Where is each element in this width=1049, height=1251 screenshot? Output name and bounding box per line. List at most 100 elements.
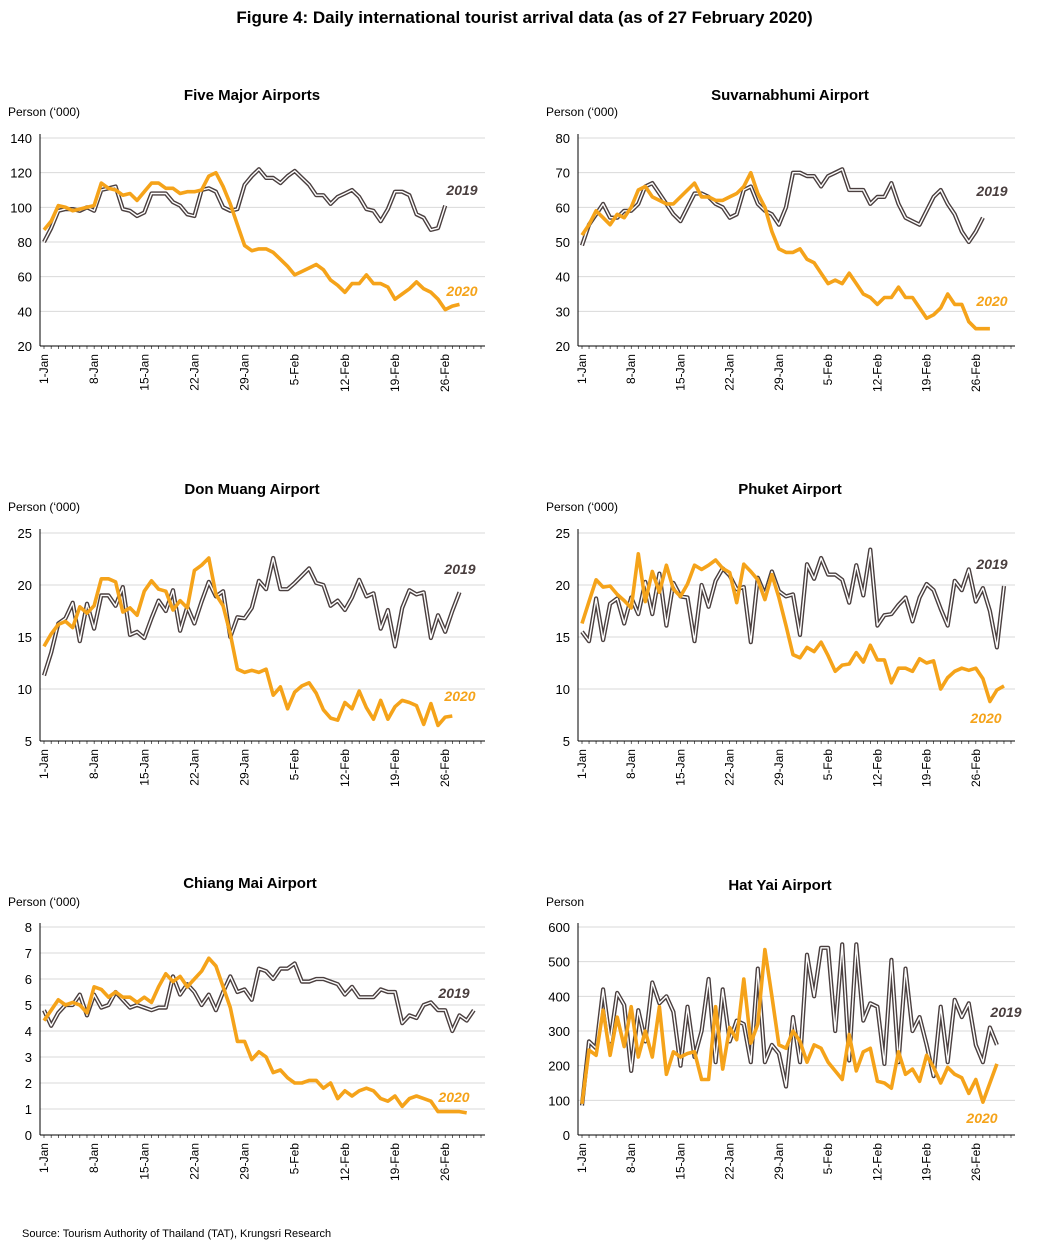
x-tick-label: 19-Feb [920,354,934,392]
series-label-2020: 2020 [975,293,1007,309]
x-tick-label: 29-Jan [238,354,252,391]
x-tick-label: 5-Feb [288,354,302,386]
x-tick-label: 22-Jan [723,749,737,786]
x-tick-label: 19-Feb [920,1143,934,1181]
series-2019-line [41,555,462,677]
x-tick-label: 1-Jan [37,1143,51,1173]
y-tick-label: 80 [18,235,32,250]
series-label-2019: 2019 [975,556,1007,572]
x-tick-label: 19-Feb [920,749,934,787]
series-2020-line [580,170,990,331]
x-tick-label: 1-Jan [575,1143,589,1173]
x-tick-label: 29-Jan [238,1143,252,1180]
y-tick-label: 2 [25,1076,32,1091]
x-tick-label: 8-Jan [624,749,638,779]
series-2019-line-core [43,168,446,243]
y-tick-label: 40 [556,270,570,285]
x-tick-label: 12-Feb [870,354,884,392]
x-tick-label: 1-Jan [575,749,589,779]
series-2020-line [42,956,468,1115]
x-tick-label: 5-Feb [288,1143,302,1175]
y-tick-label: 3 [25,1050,32,1065]
y-tick-label: 20 [18,578,32,593]
y-axis-unit: Person (‘000) [8,105,80,119]
x-tick-label: 12-Feb [338,1143,352,1181]
source-note: Source: Tourism Authority of Thailand (T… [22,1228,332,1240]
x-tick-label: 12-Feb [338,354,352,392]
y-tick-label: 1 [25,1102,32,1117]
figure-title: Figure 4: Daily international tourist ar… [236,8,813,27]
y-tick-label: 4 [25,1024,32,1039]
x-tick-label: 1-Jan [37,749,51,779]
series-2020-line [580,551,1005,704]
series-2020-line [580,947,999,1105]
y-axis-unit: Person (‘000) [8,895,80,909]
series-label-2019: 2019 [989,1004,1021,1020]
x-tick-label: 26-Feb [969,749,983,787]
series-label-2020: 2020 [443,688,475,704]
series-label-2019: 2019 [975,183,1007,199]
y-tick-label: 50 [556,235,570,250]
x-tick-label: 12-Feb [338,749,352,787]
series-label-2020: 2020 [445,283,477,299]
y-tick-label: 400 [548,989,570,1004]
series-label-2020: 2020 [437,1089,469,1105]
x-tick-label: 29-Jan [238,749,252,786]
x-tick-label: 15-Jan [673,749,687,786]
x-tick-label: 5-Feb [821,1143,835,1175]
chart-title: Hat Yai Airport [728,877,831,894]
x-tick-label: 15-Jan [673,354,687,391]
y-tick-label: 10 [556,682,570,697]
x-tick-label: 29-Jan [772,749,786,786]
x-tick-label: 1-Jan [575,354,589,384]
x-tick-label: 15-Jan [137,749,151,786]
y-tick-label: 0 [563,1128,570,1143]
y-tick-label: 7 [25,946,32,961]
x-tick-label: 19-Feb [388,1143,402,1181]
series-label-2019: 2019 [443,561,475,577]
y-tick-label: 100 [10,200,32,215]
chart-title: Chiang Mai Airport [183,875,317,892]
x-tick-label: 26-Feb [438,354,452,392]
series-label-2020: 2020 [965,1110,997,1126]
y-tick-label: 140 [10,131,32,146]
series-2019-line [579,942,999,1106]
y-tick-label: 30 [556,304,570,319]
y-tick-label: 70 [556,166,570,181]
x-tick-label: 12-Feb [870,749,884,787]
chart-panel-5: Chiang Mai Airport Person (‘000) 0 1 2 3 4 5 6 7 8… [8,875,485,1181]
x-tick-label: 8-Jan [87,1143,101,1173]
chart-panel-4: Phuket Airport Person (‘000) 5 10 15 20 25 1-Ja… [546,481,1015,787]
y-tick-label: 100 [548,1093,570,1108]
chart-title: Suvarnabhumi Airport [711,87,869,104]
series-label-2019: 2019 [437,985,469,1001]
y-axis-unit: Person [546,895,584,909]
series-label-2020: 2020 [969,710,1001,726]
series-label-2019: 2019 [445,182,477,198]
x-tick-label: 5-Feb [288,749,302,781]
series-2019-line [42,167,448,243]
y-tick-label: 500 [548,955,570,970]
series-2019-line-core [581,943,998,1106]
y-tick-label: 20 [556,339,570,354]
y-tick-label: 6 [25,972,32,987]
x-tick-label: 5-Feb [821,749,835,781]
x-tick-label: 22-Jan [723,354,737,391]
x-tick-label: 22-Jan [187,1143,201,1180]
x-tick-label: 26-Feb [438,1143,452,1181]
x-tick-label: 15-Jan [137,354,151,391]
x-tick-label: 8-Jan [87,354,101,384]
series-2019-line-core [581,168,984,246]
y-tick-label: 80 [556,131,570,146]
x-tick-label: 22-Jan [723,1143,737,1180]
chart-title: Phuket Airport [738,481,842,498]
chart-panel-6: Hat Yai Airport Person 0 100 200 300 400 500 600… [546,877,1022,1181]
chart-panel-2: Suvarnabhumi Airport Person (‘000) 20 30 40 5… [546,87,1015,392]
x-tick-label: 26-Feb [969,354,983,392]
x-tick-label: 8-Jan [87,749,101,779]
x-tick-label: 29-Jan [772,1143,786,1180]
x-tick-label: 19-Feb [388,354,402,392]
chart-panel-3: Don Muang Airport Person (‘000) 5 10 15 20 25 1… [8,481,485,787]
series-2019-line-core [581,548,1005,649]
